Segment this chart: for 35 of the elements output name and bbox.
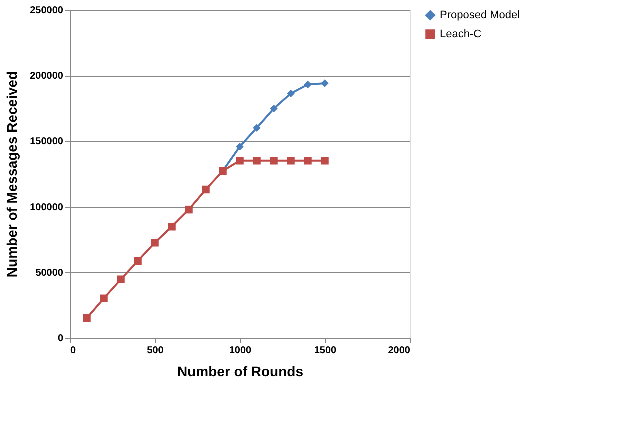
x-tick-label: 500 (147, 346, 164, 356)
point (270, 104, 278, 113)
x-axis-title: Number of Rounds (178, 364, 304, 380)
y-tick-label: 100000 (30, 202, 64, 214)
y-tick-label: 50000 (36, 268, 64, 279)
point (117, 276, 125, 284)
x-tick-label: 1000 (229, 346, 252, 356)
point (236, 157, 244, 165)
point (253, 157, 261, 165)
point (151, 239, 159, 247)
y-tick-label: 200000 (30, 71, 64, 82)
point (100, 294, 108, 303)
y-tick-label: 0 (58, 334, 64, 344)
legend-label: Proposed Model (440, 10, 520, 22)
x-tick-label: 1500 (314, 346, 338, 356)
point (287, 157, 295, 165)
x-tick-label: 2000 (388, 346, 411, 356)
point (134, 257, 142, 266)
x-tick-label: 0 (70, 346, 76, 356)
point (321, 157, 329, 165)
legend-label: Leach-C (440, 28, 482, 40)
point (185, 206, 193, 214)
point (287, 90, 295, 98)
point (168, 223, 176, 231)
point (83, 314, 91, 322)
point (304, 80, 312, 89)
y-tick-label: 150000 (30, 136, 64, 148)
y-axis-title: Number of Messages Received (4, 71, 20, 278)
point (304, 157, 312, 165)
point (270, 157, 278, 165)
point (321, 80, 329, 88)
point (253, 124, 261, 132)
point (202, 186, 210, 194)
y-tick-label: 250000 (30, 6, 64, 16)
point (236, 142, 244, 151)
